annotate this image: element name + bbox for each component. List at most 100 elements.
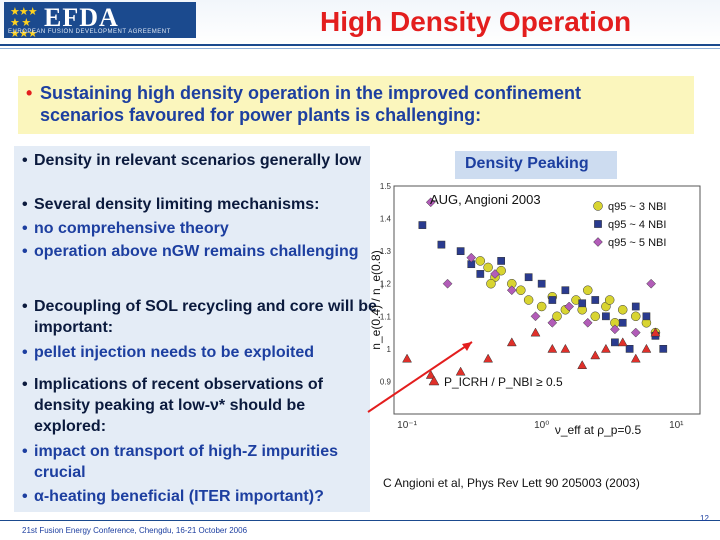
data-point: [456, 247, 465, 255]
data-point: [455, 366, 466, 376]
data-point: [602, 312, 610, 321]
x-axis-label: ν_eff at ρ_p=0.5: [555, 423, 642, 437]
bullet-sol-decoupling: • Decoupling of SOL recycling and core wi…: [22, 298, 377, 336]
bullet-high-z: • impact on transport of high-Z impuritie…: [22, 443, 338, 481]
data-point: [475, 256, 486, 266]
bullet-above-ngw: • operation above nGW remains challenging: [22, 243, 359, 260]
bullet-pellet-injection: • pellet injection needs to be exploited: [22, 344, 315, 361]
density-peaking-label: Density Peaking: [465, 155, 589, 172]
x-tick-label: 10¹: [669, 420, 684, 431]
highlight-box: • Sustaining high density operation in t…: [18, 76, 694, 134]
data-point: [611, 338, 619, 347]
data-point: [600, 343, 611, 353]
header-divider: [0, 44, 720, 46]
y-tick-labels: 1.5 1.4 1.3 1.2 1.1 1 0.9: [380, 182, 392, 386]
data-point: [630, 353, 641, 363]
data-point: [583, 285, 593, 295]
density-peaking-chart: 1.5 1.4 1.3 1.2 1.1 1 0.9 10⁻¹ 10⁰ 10¹ AUG, Angi…: [369, 182, 701, 437]
slide-title: High Density Operation: [320, 6, 632, 37]
legend-marker: [594, 220, 602, 228]
data-point: [536, 301, 547, 312]
bullet-dot: •: [22, 443, 28, 460]
data-point: [530, 327, 541, 337]
bullet-no-theory: • no comprehensive theory: [22, 220, 229, 237]
data-point: [486, 278, 496, 289]
page-number: 12: [700, 514, 709, 523]
data-point: [537, 279, 546, 288]
bullet-dot: •: [22, 152, 28, 169]
icrh-annotation: P_ICRH / P_NBI ≥ 0.5: [444, 375, 563, 389]
data-point: [425, 197, 436, 208]
y-tick-label: 1: [387, 345, 392, 354]
data-point: [506, 285, 517, 296]
data-point: [591, 296, 600, 304]
data-point: [646, 278, 656, 289]
bullet-dot: •: [22, 196, 28, 213]
legend-marker: [593, 237, 603, 247]
y-tick-label: 1.4: [380, 215, 392, 224]
logo-name: EFDA: [44, 3, 119, 32]
citation: C Angioni et al, Phys Rev Lett 90 205003…: [383, 476, 640, 490]
data-point: [490, 269, 500, 279]
legend-marker: [593, 201, 603, 211]
data-point: [610, 324, 620, 335]
data-point: [630, 327, 641, 338]
density-peaking-box: Density Peaking: [455, 151, 617, 179]
data-point: [617, 305, 628, 315]
arrow-head-icon: [462, 342, 472, 351]
data-point: [425, 369, 436, 379]
footer-conference: 21st Fusion Energy Conference, Chengdu, …: [22, 526, 248, 535]
data-point: [604, 295, 615, 305]
data-point: [641, 343, 652, 353]
y-tick-label: 1.2: [380, 280, 392, 289]
header-divider-thin: [0, 48, 720, 49]
pointer-arrow: [367, 341, 473, 413]
footer-divider: [0, 520, 720, 521]
plot-frame: [393, 185, 701, 415]
data-point: [650, 327, 661, 337]
data-point: [483, 353, 494, 363]
data-point: [496, 265, 506, 276]
y-tick-label: 0.9: [380, 377, 392, 386]
x-tick-labels: 10⁻¹ 10⁰ 10¹: [397, 420, 684, 431]
data-point: [617, 337, 628, 347]
efda-logo: ★★★ ★ ★ ★★★ EFDA EUROPEAN FUSION DEVELOPME…: [4, 2, 196, 40]
bullet-density-low: • Density in relevant scenarios generally…: [22, 152, 362, 169]
chart-legend: q95 ~ 3 NBI q95 ~ 4 NBI q95 ~ 5 NBI: [593, 201, 666, 249]
data-point: [560, 343, 571, 353]
bullet-dot: •: [22, 376, 28, 393]
y-axis-label: n_e(0.4) / n_e(0.8): [369, 250, 383, 349]
y-tick-label: 1.3: [380, 247, 392, 256]
eu-stars-icon: ★★★ ★ ★ ★★★: [10, 5, 38, 40]
data-point: [631, 302, 640, 311]
data-point: [577, 360, 588, 369]
bullet-dot: •: [22, 344, 28, 361]
highlight-text: Sustaining high density operation in the…: [40, 83, 582, 125]
logo-subtitle: EUROPEAN FUSION DEVELOPMENT AGREEMENT: [8, 29, 171, 35]
data-point: [561, 286, 570, 295]
y-tick-label: 1.1: [380, 312, 392, 321]
header-bar: ★★★ ★ ★ ★★★ EFDA EUROPEAN FUSION DEVELOPME…: [0, 0, 720, 44]
data-point: [497, 257, 505, 265]
data-point: [483, 262, 493, 273]
data-point: [506, 337, 517, 347]
data-point: [524, 273, 533, 282]
data-point: [578, 299, 587, 308]
data-point: [659, 345, 668, 353]
data-point: [547, 317, 558, 328]
x-tick-label: 10⁻¹: [397, 420, 417, 431]
data-point: [442, 278, 453, 289]
highlight-text-wrap: • Sustaining high density operation in t…: [26, 82, 666, 126]
bullet-implications: • Implications of recent observations of …: [22, 376, 323, 435]
chart-title: AUG, Angioni 2003: [430, 192, 541, 207]
highlight-bullet: •: [26, 83, 33, 103]
y-tick-label: 1.5: [380, 182, 392, 191]
data-point: [530, 311, 541, 322]
bullet-dot: •: [22, 243, 28, 260]
data-point: [523, 295, 534, 305]
data-point: [590, 311, 600, 322]
data-point: [618, 318, 627, 327]
bullet-limiting-mechanisms: • Several density limiting mechanisms:: [22, 196, 320, 213]
data-point: [631, 311, 641, 322]
